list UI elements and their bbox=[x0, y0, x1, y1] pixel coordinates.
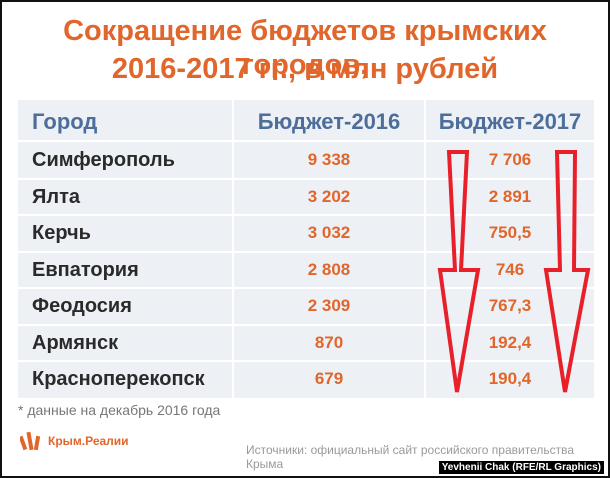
table-cell-budget-2016: 870 bbox=[314, 332, 344, 352]
table-cell-budget-2016: 679 bbox=[314, 369, 344, 388]
table-cell-budget-2017: 746 bbox=[495, 259, 525, 279]
table-cell-budget-2017: 767,3 bbox=[488, 296, 532, 315]
row-separator bbox=[18, 360, 594, 362]
credit-text: Yevhenii Chak (RFE/RL Graphics) bbox=[438, 461, 604, 474]
table-cell-budget-2016: 3 202 bbox=[307, 186, 351, 206]
header-budget-2016: Бюджет-2016 bbox=[257, 109, 401, 134]
table-cell-city: Евпатория bbox=[32, 258, 139, 281]
table-cell-city: Ялта bbox=[32, 185, 80, 208]
table-cell-budget-2017: 750,5 bbox=[488, 223, 532, 242]
table-cell-budget-2017: 7 706 bbox=[488, 150, 532, 169]
table-cell-city: Симферополь bbox=[32, 149, 175, 171]
table-cell-budget-2016: 9 338 bbox=[307, 150, 351, 169]
table-cell-city: Феодосия bbox=[32, 295, 132, 317]
logo: Крым.Реалии bbox=[20, 430, 129, 452]
table-cell-city: Красноперекопск bbox=[32, 368, 205, 390]
table-cell-budget-2017: 192,4 bbox=[488, 332, 532, 352]
logo-text: Крым.Реалии bbox=[48, 434, 129, 448]
row-separator bbox=[18, 177, 594, 180]
table-cell-city: Керчь bbox=[32, 222, 91, 244]
chart-title-line1: Сокращение бюджетов крымских городов, bbox=[63, 15, 547, 81]
column-separator bbox=[424, 100, 426, 398]
table-cell-budget-2017: 2 891 bbox=[488, 186, 532, 206]
table-cell-budget-2016: 2 808 bbox=[307, 259, 351, 279]
source-text: Источники: официальный сайт российского … bbox=[246, 443, 575, 471]
logo-icon bbox=[20, 431, 41, 451]
budget-table: Город Бюджет-2016 Бюджет-2017 Симферопол… bbox=[18, 100, 594, 398]
row-separator bbox=[18, 214, 594, 216]
table-cell-budget-2017: 190,4 bbox=[488, 369, 532, 388]
column-separator bbox=[232, 100, 234, 398]
header-city: Город bbox=[32, 109, 98, 134]
chart-title-line2: 2016-2017 гг., в млн рублей bbox=[111, 53, 499, 85]
header-budget-2017: Бюджет-2017 bbox=[438, 109, 582, 134]
table-cell-budget-2016: 3 032 bbox=[307, 223, 351, 242]
row-separator bbox=[18, 250, 594, 253]
table-cell-city: Армянск bbox=[32, 331, 119, 354]
row-separator bbox=[18, 140, 594, 142]
row-separator bbox=[18, 287, 594, 289]
table-cell-budget-2016: 2 309 bbox=[307, 296, 351, 315]
row-separator bbox=[18, 323, 594, 326]
footnote: * данные на декабрь 2016 года bbox=[18, 402, 221, 418]
